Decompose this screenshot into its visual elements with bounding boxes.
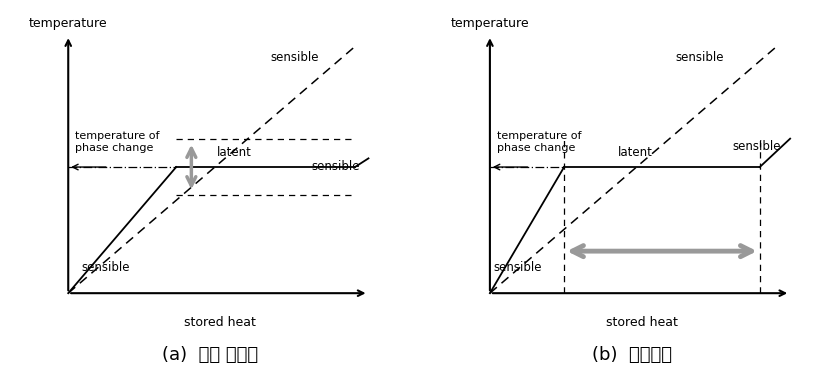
Text: latent: latent: [217, 146, 252, 159]
Text: sensible: sensible: [493, 261, 542, 274]
Text: sensible: sensible: [271, 51, 319, 63]
Text: temperature: temperature: [450, 17, 529, 30]
Text: latent: latent: [618, 146, 653, 159]
Text: stored heat: stored heat: [184, 316, 256, 329]
Text: (a)  온도 콘트롤: (a) 온도 콘트롤: [162, 346, 258, 364]
Text: (b)  열저장기: (b) 열저장기: [592, 346, 672, 364]
Text: sensible: sensible: [82, 261, 130, 274]
Text: sensible: sensible: [676, 51, 724, 63]
Text: sensible: sensible: [311, 160, 360, 172]
Text: stored heat: stored heat: [606, 316, 677, 329]
Text: temperature of
phase change: temperature of phase change: [75, 131, 159, 153]
Text: temperature: temperature: [29, 17, 107, 30]
Text: temperature of
phase change: temperature of phase change: [497, 131, 581, 153]
Text: sensible: sensible: [733, 140, 781, 153]
